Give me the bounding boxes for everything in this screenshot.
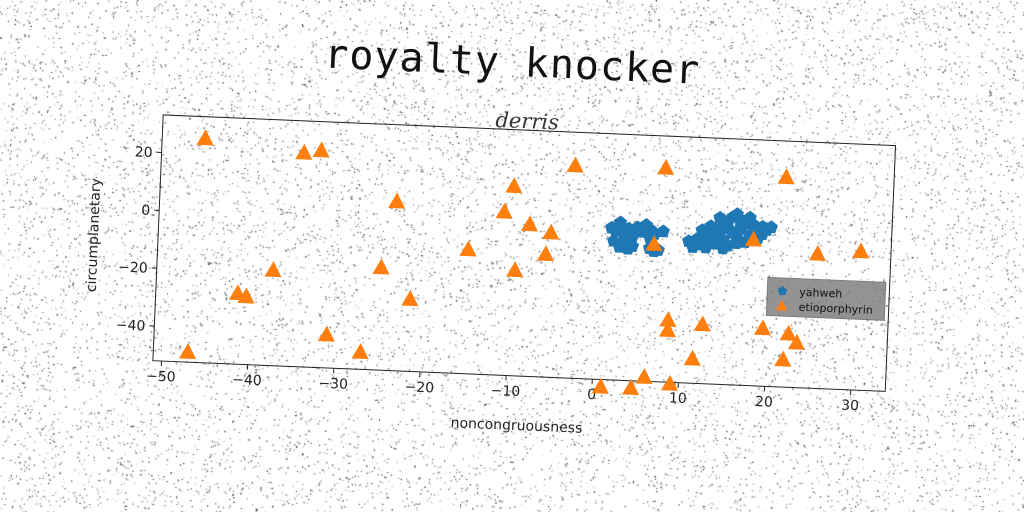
- data-point-yahweh: [730, 207, 745, 221]
- data-point-etioporphyrin: [351, 343, 369, 360]
- data-point-etioporphyrin: [591, 377, 609, 394]
- x-tick-label: −40: [232, 372, 262, 389]
- data-point-etioporphyrin: [459, 240, 477, 257]
- data-point-yahweh: [625, 239, 640, 252]
- legend-label-yahweh: yahweh: [799, 286, 842, 301]
- x-tick-label: −50: [146, 368, 176, 385]
- data-point-etioporphyrin: [196, 129, 214, 146]
- data-point-etioporphyrin: [495, 202, 513, 219]
- x-axis-label: noncongruousness: [450, 415, 582, 437]
- y-tick-label: 20: [134, 144, 152, 161]
- data-point-etioporphyrin: [660, 374, 679, 391]
- data-point-etioporphyrin: [264, 261, 282, 278]
- x-tick-label: 30: [841, 398, 859, 415]
- y-tick-label: −40: [115, 317, 145, 334]
- data-point-etioporphyrin: [787, 333, 805, 350]
- data-point-etioporphyrin: [774, 350, 792, 367]
- data-point-etioporphyrin: [520, 215, 538, 232]
- legend-box: [765, 276, 887, 321]
- data-point-yahweh: [755, 227, 770, 240]
- data-point-etioporphyrin: [401, 290, 419, 307]
- axes-frame: [152, 114, 897, 392]
- data-point-yahweh: [699, 240, 713, 254]
- data-point-etioporphyrin: [693, 315, 711, 332]
- data-point-yahweh: [686, 240, 700, 253]
- data-point-etioporphyrin: [178, 343, 197, 360]
- data-point-etioporphyrin: [295, 143, 313, 160]
- data-point-etioporphyrin: [312, 141, 330, 158]
- data-point-etioporphyrin: [753, 319, 771, 336]
- data-point-etioporphyrin: [536, 245, 555, 262]
- data-point-yahweh: [639, 217, 653, 231]
- data-point-yahweh: [713, 210, 727, 224]
- data-point-yahweh: [613, 215, 628, 229]
- data-point-yahweh: [716, 241, 730, 255]
- data-point-etioporphyrin: [645, 235, 663, 252]
- y-tick-label: 0: [141, 203, 151, 219]
- x-tick-label: 0: [587, 387, 597, 403]
- data-point-etioporphyrin: [372, 258, 390, 275]
- x-tick-label: −20: [404, 379, 434, 396]
- data-point-yahweh: [764, 220, 778, 234]
- x-tick-label: −30: [318, 376, 348, 393]
- data-point-etioporphyrin: [317, 325, 335, 342]
- data-point-etioporphyrin: [388, 192, 406, 209]
- data-point-etioporphyrin: [506, 261, 524, 278]
- data-point-etioporphyrin: [621, 378, 640, 396]
- data-point-etioporphyrin: [505, 177, 523, 194]
- data-point-yahweh: [743, 210, 757, 224]
- series-etioporphyrin: [178, 129, 870, 396]
- y-axis-label: circumplanetary: [84, 178, 105, 293]
- data-point-etioporphyrin: [237, 287, 255, 304]
- data-point-etioporphyrin: [852, 242, 870, 259]
- y-tick-label: −20: [118, 260, 148, 277]
- x-axis: −50 −40 −30 −20 −10 0 10 20 30: [146, 361, 859, 415]
- data-point-etioporphyrin: [657, 158, 675, 175]
- x-tick-label: 10: [669, 390, 687, 407]
- data-point-yahweh: [656, 224, 670, 238]
- data-point-etioporphyrin: [779, 324, 797, 341]
- series-yahweh: [605, 207, 778, 258]
- data-point-etioporphyrin: [683, 349, 701, 366]
- data-point-etioporphyrin: [777, 168, 795, 185]
- data-point-etioporphyrin: [542, 223, 560, 240]
- data-point-etioporphyrin: [635, 367, 653, 385]
- x-tick-label: 20: [755, 394, 773, 411]
- data-point-etioporphyrin: [808, 244, 826, 261]
- data-point-yahweh: [721, 221, 735, 235]
- data-point-etioporphyrin: [566, 156, 584, 173]
- data-point-yahweh: [626, 229, 640, 242]
- x-tick-label: −10: [490, 383, 520, 400]
- data-point-yahweh: [734, 219, 748, 232]
- legend-label-etioporphyrin: etioporphyrin: [798, 301, 873, 317]
- data-point-etioporphyrin: [744, 230, 762, 247]
- legend-marker-yahweh: [777, 286, 788, 296]
- y-axis: −40 −20 0 20: [115, 144, 162, 335]
- data-point-yahweh: [704, 225, 718, 238]
- data-point-etioporphyrin: [658, 321, 676, 338]
- data-point-etioporphyrin: [659, 311, 677, 328]
- plot-marks: [178, 129, 870, 396]
- legend-marker-etioporphyrin: [775, 299, 788, 311]
